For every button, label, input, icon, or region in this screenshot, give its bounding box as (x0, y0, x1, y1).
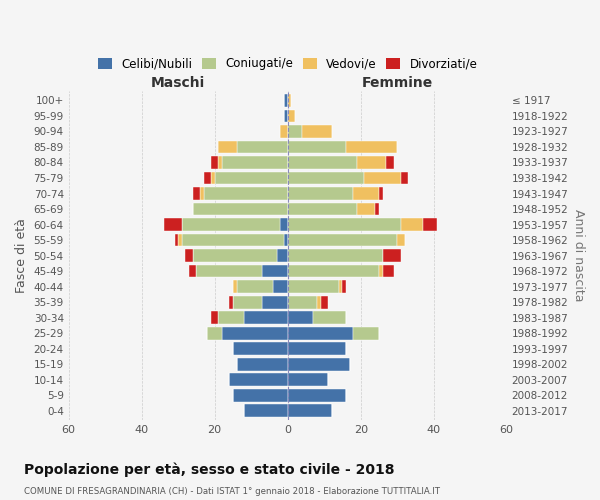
Bar (287, 140, 346, 153)
Bar (193, 187, 200, 200)
Bar (164, 218, 182, 231)
Bar (284, 234, 287, 246)
Bar (287, 389, 346, 402)
Bar (244, 404, 287, 417)
Bar (185, 249, 193, 262)
Bar (193, 202, 287, 215)
Bar (196, 265, 262, 278)
Bar (386, 156, 394, 169)
Text: Maschi: Maschi (151, 76, 205, 90)
Bar (287, 234, 397, 246)
Bar (397, 234, 404, 246)
Bar (320, 296, 328, 308)
Bar (189, 265, 196, 278)
Bar (357, 156, 386, 169)
Bar (287, 172, 364, 184)
Bar (222, 156, 287, 169)
Bar (277, 249, 287, 262)
Bar (204, 187, 287, 200)
Bar (280, 125, 287, 138)
Bar (287, 358, 350, 370)
Bar (339, 280, 343, 293)
Bar (401, 172, 408, 184)
Bar (287, 265, 379, 278)
Bar (287, 187, 353, 200)
Bar (287, 110, 295, 122)
Bar (379, 187, 383, 200)
Bar (229, 374, 287, 386)
Bar (215, 172, 287, 184)
Bar (357, 202, 376, 215)
Bar (423, 218, 437, 231)
Bar (233, 280, 236, 293)
Bar (236, 358, 287, 370)
Bar (208, 327, 222, 340)
Bar (211, 312, 218, 324)
Bar (218, 312, 244, 324)
Bar (211, 172, 215, 184)
Bar (280, 218, 287, 231)
Bar (287, 374, 328, 386)
Bar (182, 234, 284, 246)
Bar (233, 389, 287, 402)
Bar (343, 280, 346, 293)
Bar (287, 249, 383, 262)
Bar (218, 156, 222, 169)
Bar (287, 156, 357, 169)
Bar (302, 125, 331, 138)
Bar (233, 296, 262, 308)
Bar (211, 156, 218, 169)
Y-axis label: Fasce di età: Fasce di età (15, 218, 28, 293)
Bar (204, 172, 211, 184)
Bar (346, 140, 397, 153)
Bar (287, 202, 357, 215)
Bar (200, 187, 204, 200)
Bar (353, 187, 379, 200)
Legend: Celibi/Nubili, Coniugati/e, Vedovi/e, Divorziati/e: Celibi/Nubili, Coniugati/e, Vedovi/e, Di… (93, 52, 482, 75)
Bar (175, 234, 178, 246)
Bar (236, 280, 273, 293)
Bar (287, 94, 292, 106)
Text: Femmine: Femmine (362, 76, 433, 90)
Bar (193, 249, 277, 262)
Bar (287, 218, 401, 231)
Bar (284, 94, 287, 106)
Bar (383, 265, 394, 278)
Y-axis label: Anni di nascita: Anni di nascita (572, 210, 585, 302)
Bar (229, 296, 233, 308)
Bar (317, 296, 320, 308)
Bar (222, 327, 287, 340)
Text: COMUNE DI FRESAGRANDINARIA (CH) - Dati ISTAT 1° gennaio 2018 - Elaborazione TUTT: COMUNE DI FRESAGRANDINARIA (CH) - Dati I… (24, 488, 440, 496)
Bar (287, 296, 317, 308)
Bar (287, 125, 302, 138)
Bar (287, 404, 331, 417)
Bar (182, 218, 280, 231)
Bar (262, 296, 287, 308)
Bar (401, 218, 423, 231)
Bar (287, 312, 313, 324)
Bar (273, 280, 287, 293)
Bar (376, 202, 379, 215)
Bar (364, 172, 401, 184)
Bar (262, 265, 287, 278)
Bar (244, 312, 287, 324)
Bar (287, 280, 339, 293)
Bar (313, 312, 346, 324)
Bar (353, 327, 379, 340)
Bar (236, 140, 287, 153)
Bar (178, 234, 182, 246)
Bar (287, 327, 353, 340)
Bar (233, 342, 287, 355)
Bar (383, 249, 401, 262)
Text: Popolazione per età, sesso e stato civile - 2018: Popolazione per età, sesso e stato civil… (24, 462, 395, 477)
Bar (379, 265, 383, 278)
Bar (287, 342, 346, 355)
Bar (284, 110, 287, 122)
Bar (218, 140, 236, 153)
